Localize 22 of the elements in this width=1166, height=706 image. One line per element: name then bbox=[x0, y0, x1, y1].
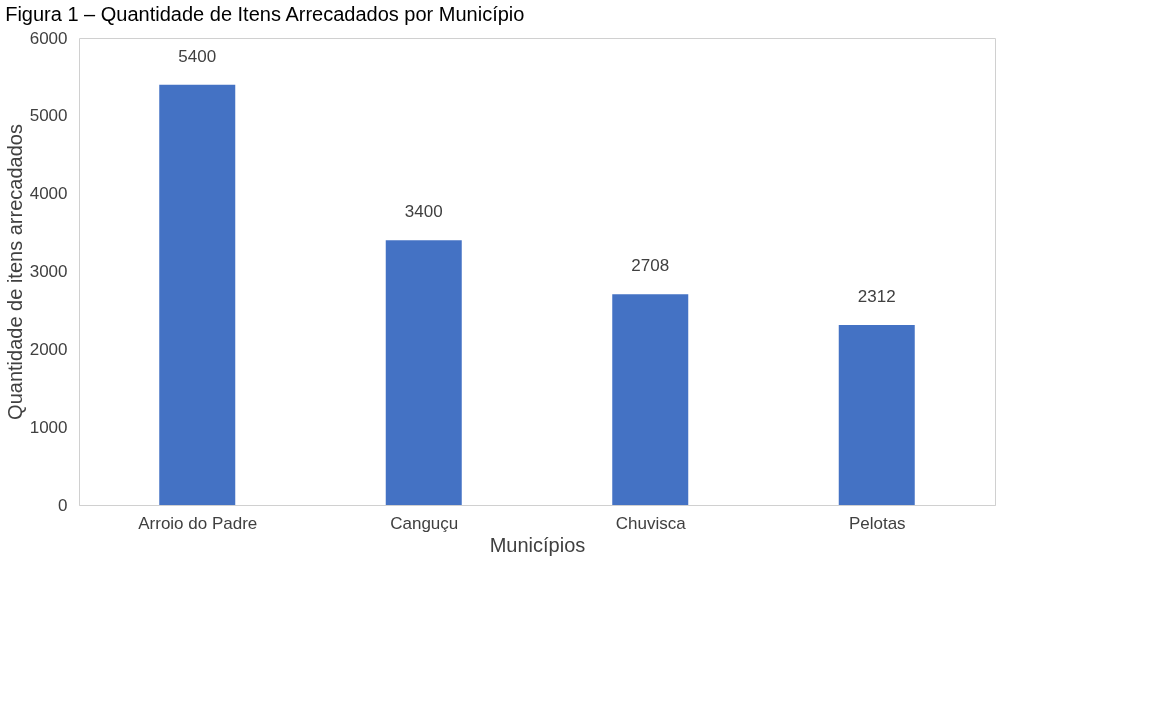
x-tick-label: Canguçu bbox=[390, 513, 459, 533]
data-label: 2312 bbox=[857, 287, 896, 307]
data-label: 2708 bbox=[631, 256, 670, 276]
x-tick-label: Pelotas bbox=[848, 513, 906, 533]
y-tick-label: 3000 bbox=[29, 262, 68, 281]
y-tick-label: 1000 bbox=[29, 417, 68, 437]
y-tick-label: 4000 bbox=[29, 184, 68, 204]
y-tick-label: 5000 bbox=[29, 106, 68, 126]
bar bbox=[612, 294, 689, 505]
y-tick-label: 2000 bbox=[29, 339, 68, 359]
x-axis-title: Municípios bbox=[489, 533, 586, 556]
bar bbox=[159, 84, 236, 505]
data-label: 5400 bbox=[178, 46, 217, 66]
y-tick-label: 6000 bbox=[29, 28, 68, 48]
data-label: 3400 bbox=[404, 202, 443, 222]
chart-title: Figura 1 – Quantidade de Itens Arrecadados por Município bbox=[5, 3, 525, 25]
bar bbox=[838, 325, 915, 505]
x-tick-label: Arroio do Padre bbox=[138, 513, 258, 533]
y-axis-title: Quantidade de itens arrecadados bbox=[3, 124, 26, 420]
x-tick-label: Chuvisca bbox=[615, 513, 687, 533]
bar bbox=[385, 240, 462, 505]
y-tick-label: 0 bbox=[58, 495, 68, 515]
